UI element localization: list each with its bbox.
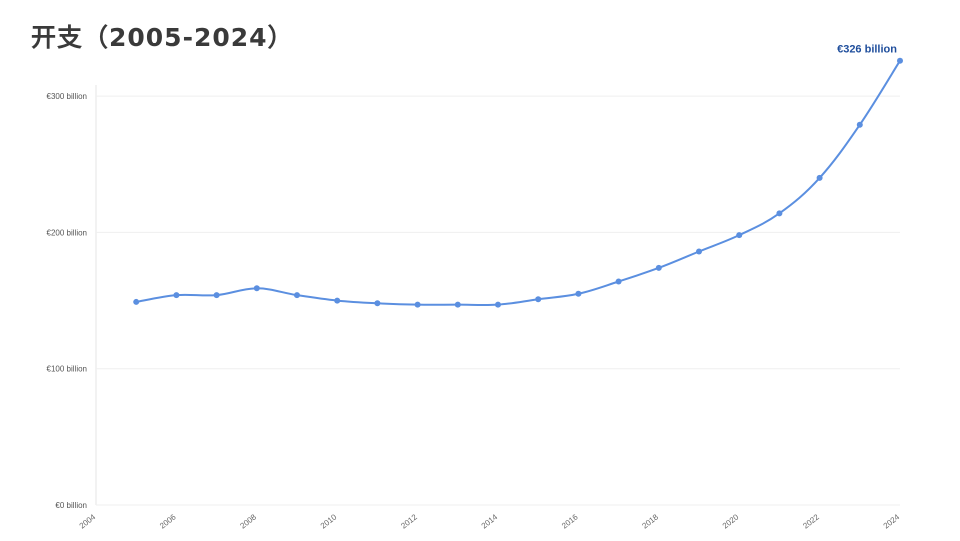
y-tick-label: €300 billion [47,92,87,101]
data-point [615,278,622,285]
x-tick-label: 2022 [801,512,821,530]
data-point [253,285,260,292]
x-tick-label: 2018 [640,512,660,530]
x-tick-label: 2024 [882,512,902,530]
y-tick-label: €100 billion [47,365,87,374]
data-point [816,174,823,181]
x-tick-label: 2010 [319,512,339,530]
data-point [294,292,300,299]
last-value-label: €326 billion [837,44,897,56]
x-tick-label: 2016 [560,512,580,530]
data-point [776,210,783,217]
chart-title: 开支（2005-2024） [31,23,294,52]
x-tick-label: 2014 [480,512,500,530]
x-tick-label: 2012 [399,512,419,530]
x-tick-label: 2008 [238,512,258,530]
data-point [655,264,662,271]
y-tick-label: €0 billion [55,501,87,510]
data-point [374,300,381,307]
data-point [856,121,863,128]
x-tick-label: 2020 [721,512,741,530]
data-point [173,292,180,299]
x-tick-label: 2004 [78,512,98,530]
data-point [736,232,743,239]
data-point [696,248,702,255]
series-line [136,60,901,307]
data-point [213,292,220,299]
y-tick-label: €200 billion [47,228,87,237]
data-point [334,297,341,304]
data-point [495,301,501,308]
data-point [454,301,461,308]
data-point [897,57,903,64]
x-tick-label: 2006 [158,512,178,530]
data-point [535,296,542,303]
data-point [133,298,140,305]
data-point [414,301,421,308]
data-point [575,290,582,297]
